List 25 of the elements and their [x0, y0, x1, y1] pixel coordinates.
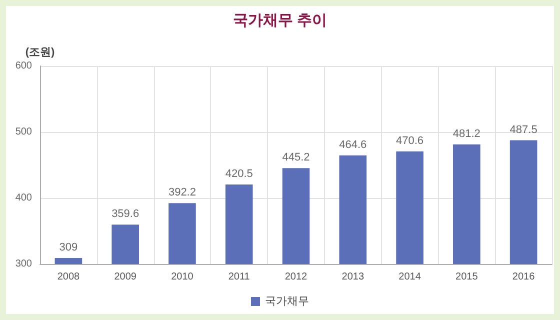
- x-tick-label: 2008: [57, 272, 80, 282]
- y-tick-label: 500: [15, 126, 32, 138]
- data-label: 481.2: [452, 128, 480, 140]
- x-tick-label: 2014: [398, 272, 422, 282]
- data-label: 445.2: [282, 152, 310, 164]
- data-label: 359.6: [112, 208, 140, 220]
- x-tick-label: 2010: [171, 272, 194, 282]
- data-label: 487.5: [510, 124, 538, 136]
- legend-label: 국가채무: [265, 296, 309, 308]
- data-label: 470.6: [396, 134, 424, 147]
- x-tick-label: 2013: [342, 272, 364, 282]
- x-tick-label: 2016: [512, 272, 536, 282]
- y-axis-title: (조원): [25, 46, 55, 58]
- y-tick-label: 400: [15, 192, 32, 204]
- data-label: 392.2: [168, 186, 196, 199]
- chart-title: 국가채무 추이: [232, 12, 328, 29]
- x-tick-label: 2015: [456, 272, 478, 282]
- x-tick-label: 2009: [114, 272, 137, 282]
- data-label: 420.5: [225, 168, 253, 180]
- x-tick-label: 2011: [228, 272, 250, 282]
- x-tick-label: 2012: [284, 272, 308, 282]
- y-tick-label: 600: [15, 60, 32, 72]
- y-tick-label: 300: [15, 258, 32, 270]
- data-label: 464.6: [339, 138, 367, 151]
- data-label: 309: [59, 242, 78, 254]
